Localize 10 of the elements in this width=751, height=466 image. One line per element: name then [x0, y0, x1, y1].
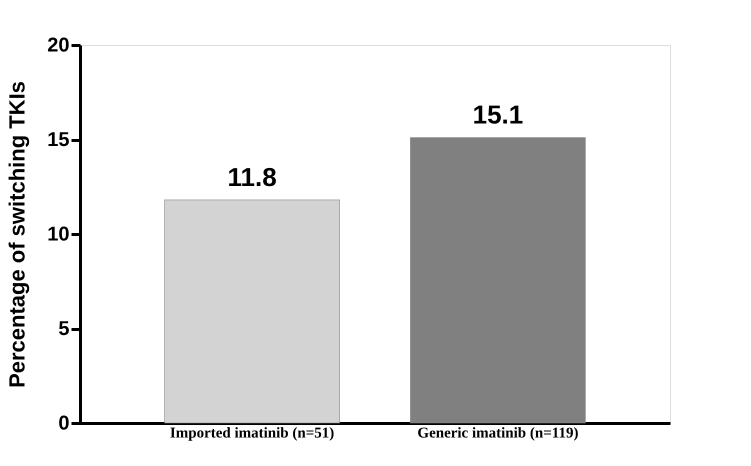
- y-tick-label: 20: [47, 34, 70, 56]
- data-label: 15.1: [472, 100, 524, 130]
- x-tick-label: Imported imatinib (n=51): [170, 426, 334, 442]
- y-tick-label: 15: [47, 129, 70, 151]
- data-label: 11.8: [227, 162, 277, 192]
- y-tick-label: 5: [58, 318, 70, 340]
- y-tick-label: 0: [58, 412, 70, 434]
- y-tick-label: 10: [47, 224, 70, 246]
- x-tick-label: Generic imatinib (n=119): [417, 426, 578, 442]
- y-axis-title: Percentage of switching TKIs: [4, 81, 30, 388]
